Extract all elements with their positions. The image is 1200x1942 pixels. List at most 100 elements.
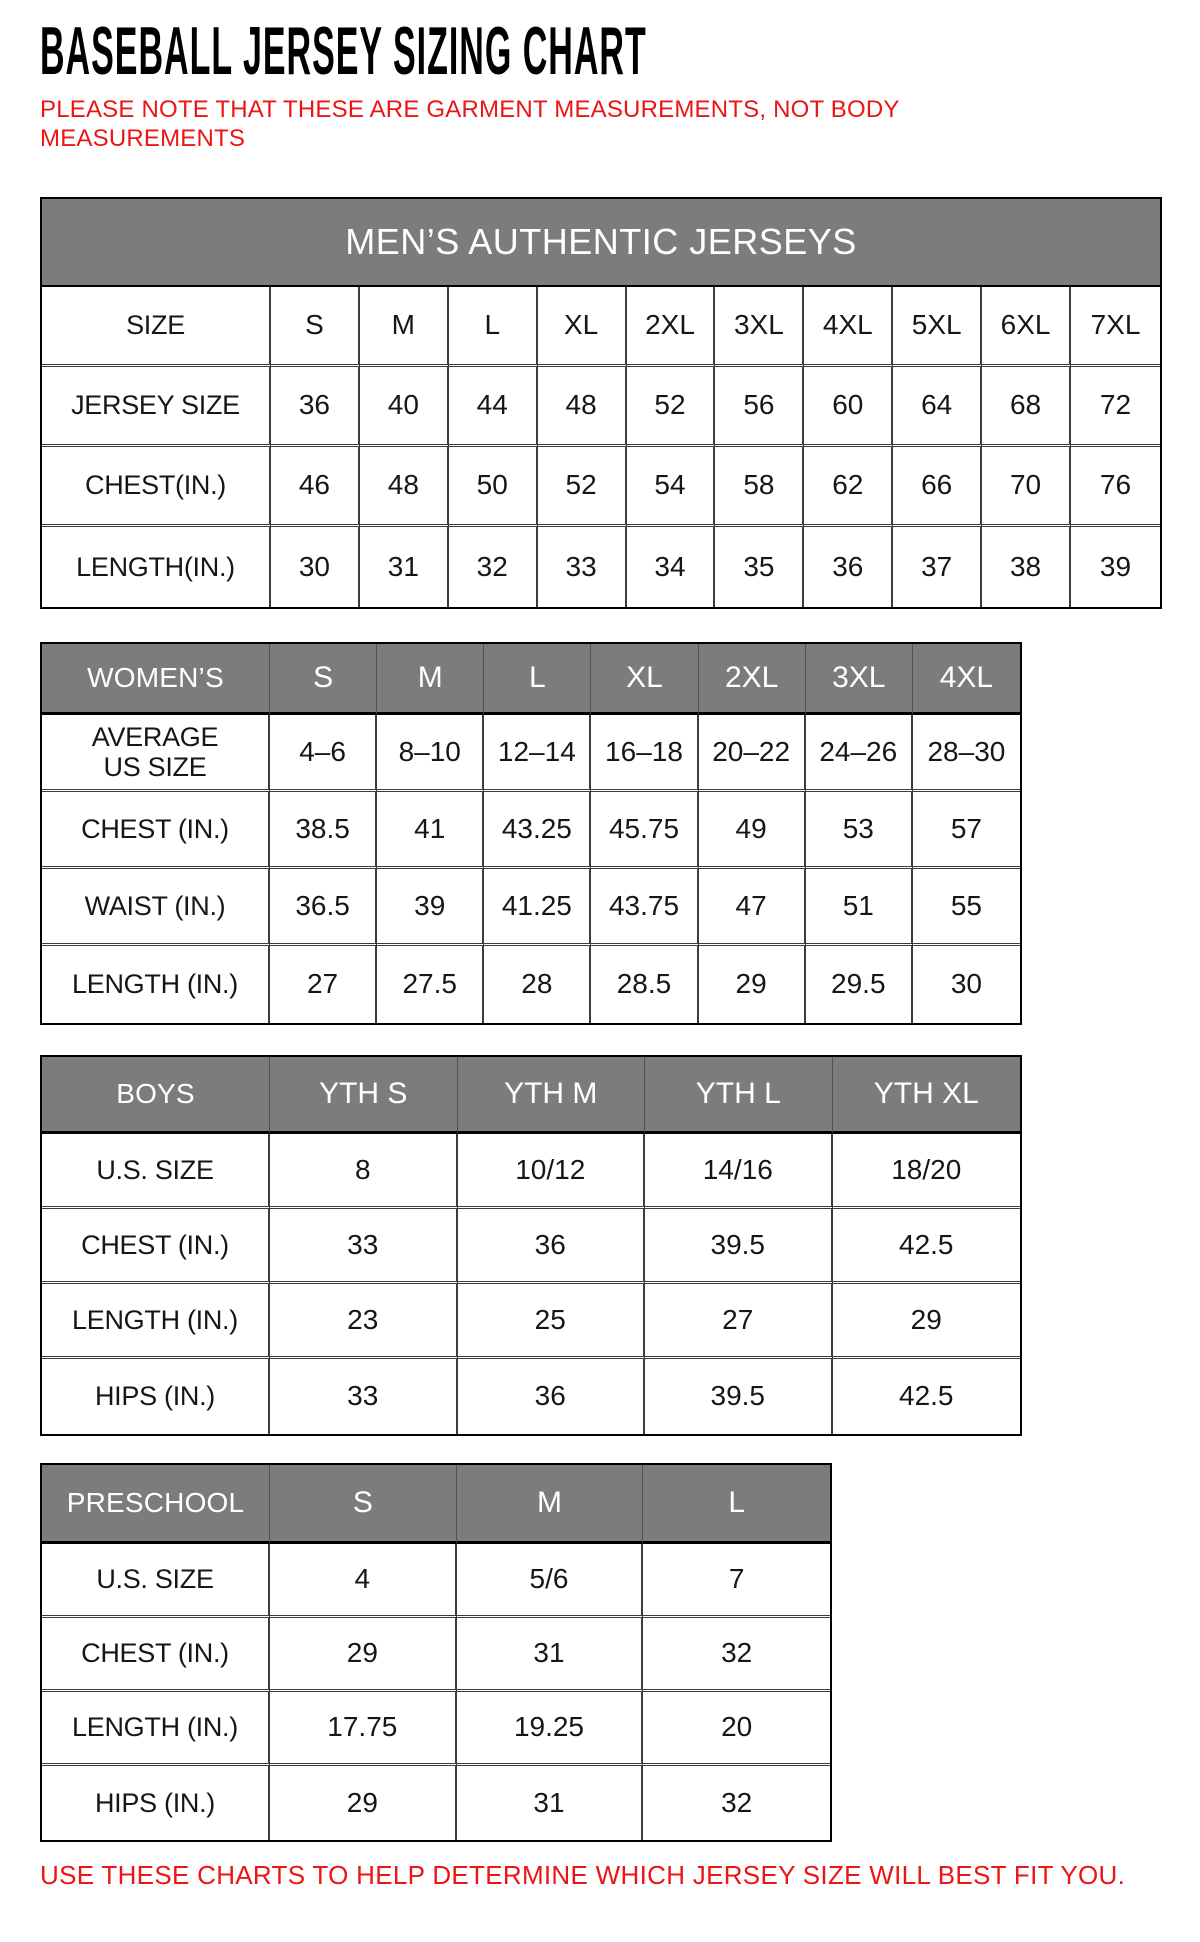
value-cell: 5/6	[456, 1543, 644, 1618]
value-cell: 8	[270, 1133, 458, 1209]
table-row: U.S. SIZE 8 10/12 14/16 18/20	[42, 1133, 1020, 1209]
table-row: CHEST (IN.) 38.5 41 43.25 45.75 49 53 57	[42, 791, 1020, 869]
value-cell: 55	[912, 868, 1020, 946]
table-row: CHEST (IN.) 33 36 39.5 42.5	[42, 1208, 1020, 1284]
value-cell: 36	[271, 366, 360, 447]
value-cell: 39	[377, 868, 485, 946]
row-label-cell: CHEST(IN.)	[42, 446, 271, 527]
value-cell: 40	[359, 366, 449, 447]
row-label-cell: CHEST (IN.)	[42, 1208, 270, 1284]
value-cell: 56	[715, 366, 805, 447]
value-cell: 28.5	[591, 945, 699, 1023]
value-cell: 29	[270, 1617, 457, 1692]
column-header-cell: PRESCHOOL	[42, 1464, 270, 1544]
value-cell: 32	[643, 1617, 830, 1692]
value-cell: L	[448, 286, 538, 367]
value-cell: 72	[1071, 366, 1160, 447]
value-cell: 20–22	[698, 714, 806, 792]
mens-banner: MEN’S AUTHENTIC JERSEYS	[42, 198, 1160, 285]
value-cell: 44	[448, 366, 538, 447]
row-label-cell: AVERAGE US SIZE	[42, 714, 270, 792]
value-cell: 35	[715, 526, 805, 607]
value-cell: 24–26	[805, 714, 913, 792]
value-cell: 39.5	[645, 1208, 833, 1284]
row-label-cell: CHEST (IN.)	[42, 1617, 270, 1692]
value-cell: 51	[805, 868, 913, 946]
column-header-cell: 3XL	[805, 643, 913, 715]
value-cell: 10/12	[457, 1133, 645, 1209]
value-cell: 70	[982, 446, 1072, 527]
value-cell: 37	[893, 526, 983, 607]
womens-section: WOMEN’S S M L XL 2XL 3XL 4XL AVERAGE US SIZE 4–6 8…	[40, 641, 1022, 1025]
column-header-cell: 4XL	[912, 643, 1020, 715]
value-cell: 30	[912, 945, 1020, 1023]
value-cell: 29	[270, 1765, 457, 1840]
value-cell: 42.5	[832, 1208, 1020, 1284]
value-cell: 52	[537, 446, 627, 527]
value-cell: 14/16	[645, 1133, 833, 1209]
table-row: LENGTH (IN.) 27 27.5 28 28.5 29 29.5 30	[42, 945, 1020, 1023]
value-cell: 2XL	[626, 286, 716, 367]
value-cell: 19.25	[456, 1691, 644, 1766]
value-cell: 27	[270, 945, 378, 1023]
boys-size-table: BOYS YTH S YTH M YTH L YTH XL U.S. SIZE 8 10/12…	[42, 1056, 1020, 1434]
value-cell: 39	[1071, 526, 1160, 607]
value-cell: 27	[645, 1283, 833, 1359]
table-row: HIPS (IN.) 29 31 32	[42, 1765, 830, 1840]
column-header-cell: XL	[591, 643, 699, 715]
value-cell: 4–6	[270, 714, 378, 792]
value-cell: 20	[643, 1691, 830, 1766]
value-cell: 18/20	[832, 1133, 1020, 1209]
value-cell: 53	[805, 791, 913, 869]
value-cell: 36	[804, 526, 894, 607]
value-cell: 48	[359, 446, 449, 527]
value-cell: 46	[271, 446, 360, 527]
table-row: U.S. SIZE 4 5/6 7	[42, 1543, 830, 1618]
value-cell: 32	[643, 1765, 830, 1840]
table-row: AVERAGE US SIZE 4–6 8–10 12–14 16–18 20–22 24–…	[42, 714, 1020, 792]
row-label-cell: WAIST (IN.)	[42, 868, 270, 946]
preschool-section: PRESCHOOL S M L U.S. SIZE 4 5/6 7 CHEST (IN.) 29 3…	[40, 1462, 832, 1842]
value-cell: 36	[457, 1358, 645, 1434]
column-header-cell: M	[456, 1464, 644, 1544]
value-cell: 57	[912, 791, 1020, 869]
value-cell: 48	[537, 366, 627, 447]
table-row: LENGTH(IN.) 30 31 32 33 34 35 36 37 38 39	[42, 526, 1160, 607]
value-cell: 58	[715, 446, 805, 527]
value-cell: 31	[456, 1617, 644, 1692]
value-cell: 39.5	[645, 1358, 833, 1434]
table-row: LENGTH (IN.) 23 25 27 29	[42, 1283, 1020, 1359]
column-header-cell: BOYS	[42, 1056, 270, 1134]
value-cell: 7	[643, 1543, 830, 1618]
table-row: WAIST (IN.) 36.5 39 41.25 43.75 47 51 55	[42, 868, 1020, 946]
column-header-cell: L	[484, 643, 592, 715]
value-cell: 27.5	[377, 945, 485, 1023]
column-header-cell: S	[270, 643, 378, 715]
value-cell: 30	[271, 526, 360, 607]
column-header-cell: 2XL	[698, 643, 806, 715]
value-cell: 29	[832, 1283, 1020, 1359]
preschool-size-table: PRESCHOOL S M L U.S. SIZE 4 5/6 7 CHEST (IN.) 29 3…	[42, 1464, 830, 1840]
value-cell: 33	[270, 1358, 458, 1434]
row-label-cell: LENGTH(IN.)	[42, 526, 271, 607]
value-cell: 7XL	[1071, 286, 1160, 367]
value-cell: 76	[1071, 446, 1160, 527]
value-cell: 43.75	[591, 868, 699, 946]
value-cell: 60	[804, 366, 894, 447]
value-cell: XL	[537, 286, 627, 367]
value-cell: 50	[448, 446, 538, 527]
value-cell: 28–30	[912, 714, 1020, 792]
row-label-cell: JERSEY SIZE	[42, 366, 271, 447]
value-cell: 3XL	[715, 286, 805, 367]
table-header-row: WOMEN’S S M L XL 2XL 3XL 4XL	[42, 643, 1020, 715]
boys-section: BOYS YTH S YTH M YTH L YTH XL U.S. SIZE 8 10/12…	[40, 1054, 1022, 1436]
column-header-cell: YTH S	[270, 1056, 458, 1134]
value-cell: 41.25	[484, 868, 592, 946]
column-header-cell: YTH M	[457, 1056, 645, 1134]
column-header-cell: YTH L	[645, 1056, 833, 1134]
table-row: CHEST (IN.) 29 31 32	[42, 1617, 830, 1692]
row-label-cell: CHEST (IN.)	[42, 791, 270, 869]
sizing-chart-page: BASEBALL JERSEY SIZING CHART PLEASE NOTE…	[40, 17, 1200, 1891]
value-cell: 62	[804, 446, 894, 527]
value-cell: 41	[377, 791, 485, 869]
